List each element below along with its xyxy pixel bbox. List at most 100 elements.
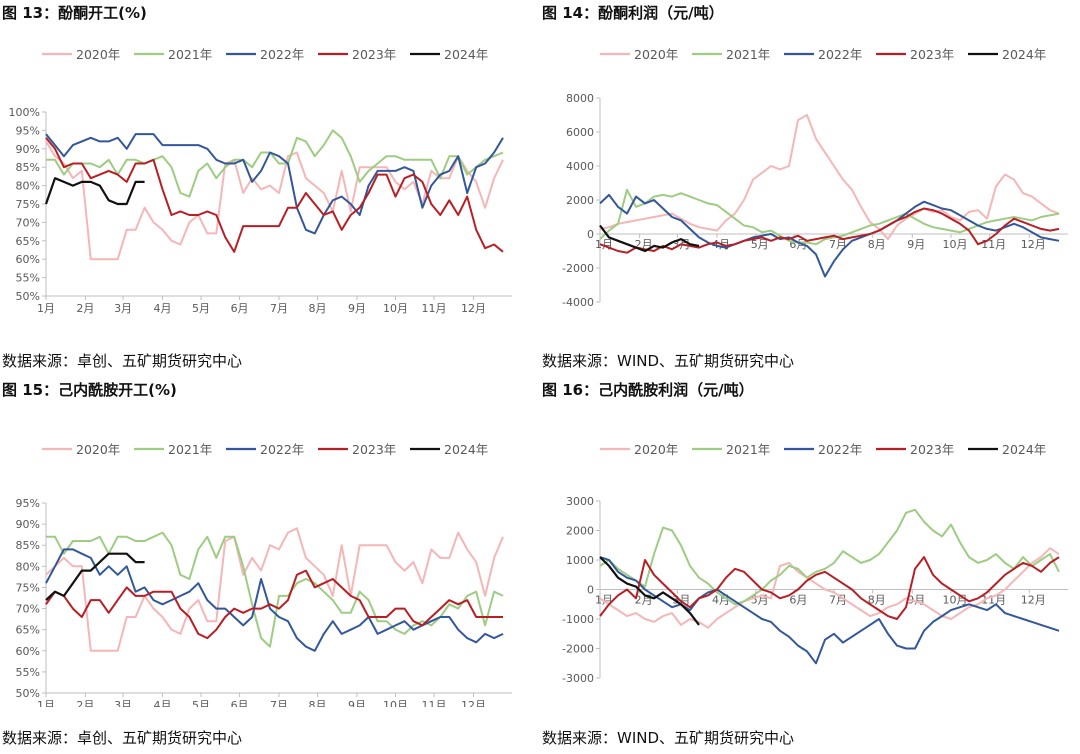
legend-label: 2022年 [818, 442, 862, 457]
x-tick-label: 4月 [154, 699, 172, 707]
y-tick-label: 65% [16, 235, 40, 248]
x-tick-label: 10月 [383, 699, 408, 707]
x-tick-label: 8月 [309, 302, 327, 315]
series-line-2021年 [46, 531, 504, 648]
x-tick-label: 4月 [154, 302, 172, 315]
y-tick-label: 0 [587, 228, 594, 241]
x-tick-label: 9月 [348, 302, 366, 315]
panel-caprolactam-profit: 图 16：己内酰胺利润（元/吨） 2020年 2021年 2022年 2023年 202… [540, 377, 1080, 754]
y-tick-label: 6000 [566, 126, 594, 139]
legend-label: 2022年 [260, 442, 304, 457]
chart-caprolactam-operating-rate: 2020年 2021年 2022年 2023年 2024年 50% 55% 60% 65% 70%… [16, 442, 512, 707]
y-tick-label: -2000 [562, 262, 594, 275]
x-tick-label: 2月 [76, 302, 94, 315]
x-tick-label: 12月 [461, 302, 486, 315]
y-tick-label: 85% [16, 161, 40, 174]
x-tick-label: 3月 [114, 302, 132, 315]
legend-label: 2024年 [444, 47, 488, 62]
legend-label: 2021年 [168, 47, 212, 62]
x-tick-label: 1月 [37, 699, 55, 707]
x-tick-label: 9月 [348, 699, 366, 707]
panel-source: 数据来源：卓创、五矿期货研究中心 [2, 352, 243, 370]
series-line-2022年 [45, 133, 504, 235]
series-line-2022年 [599, 193, 1060, 278]
x-tick-label: 11月 [981, 594, 1006, 607]
x-tick-label: 11月 [981, 238, 1006, 251]
x-tick-label: 4月 [712, 594, 730, 607]
y-tick-label: 95% [16, 124, 40, 137]
x-tick-label: 1月 [37, 302, 55, 315]
y-tick-label: 70% [16, 216, 40, 229]
legend-label: 2023年 [352, 442, 396, 457]
legend-label: 2020年 [634, 442, 678, 457]
legend-label: 2023年 [910, 442, 954, 457]
panel-title: 图 14：酚酮利润（元/吨） [542, 4, 724, 22]
series-line-2021年 [599, 188, 1060, 246]
y-tick-label: 8000 [566, 92, 594, 105]
y-tick-label: 60% [16, 645, 40, 658]
y-tick-label: 95% [16, 497, 40, 510]
legend: 2020年 2021年 2022年 2023年 2024年 [42, 47, 488, 62]
y-tick-label: 55% [16, 272, 40, 285]
legend: 2020年 2021年 2022年 2023年 2024年 [42, 442, 488, 457]
y-tick-label: 80% [16, 560, 40, 573]
series-line-2021年 [599, 508, 1060, 606]
series-line-2023年 [599, 207, 1060, 254]
x-tick-label: 8月 [309, 699, 327, 707]
panel-caprolactam-operating-rate: 图 15：己内酰胺开工(%) 2020年 2021年 2022年 2023年 2024年… [0, 377, 540, 754]
y-tick-label: -4000 [562, 296, 594, 309]
y-tick-label: -1000 [562, 613, 594, 626]
legend: 2020年 2021年 2022年 2023年 2024年 [600, 47, 1046, 62]
y-tick-label: 1000 [566, 554, 594, 567]
legend-label: 2024年 [1002, 442, 1046, 457]
y-tick-label: 65% [16, 624, 40, 637]
panel-source: 数据来源：卓创、五矿期货研究中心 [2, 729, 243, 747]
x-tick-label: 7月 [270, 302, 288, 315]
legend-label: 2020年 [634, 47, 678, 62]
y-tick-label: 2000 [566, 525, 594, 538]
legend-label: 2023年 [352, 47, 396, 62]
chart-phenol-acetone-profit: 2020年 2021年 2022年 2023年 2024年 -4000 -2000 0 2000… [562, 47, 1068, 309]
legend-label: 2021年 [168, 442, 212, 457]
y-tick-label: -2000 [562, 643, 594, 656]
series-line-2020年 [599, 114, 1060, 241]
x-tick-label: 10月 [943, 238, 968, 251]
x-tick-label: 10月 [383, 302, 408, 315]
series-line-2020年 [45, 140, 504, 261]
panel-phenol-acetone-operating-rate: 图 13：酚酮开工(%) 2020年 2021年 2022年 2023年 2024年 50… [0, 0, 540, 377]
panel-title: 图 15：己内酰胺开工(%) [2, 381, 177, 399]
x-tick-label: 6月 [231, 302, 249, 315]
legend-label: 2024年 [444, 442, 488, 457]
legend-label: 2020年 [76, 442, 120, 457]
x-tick-label: 7月 [829, 238, 847, 251]
x-tick-label: 5月 [192, 699, 210, 707]
legend-label: 2024年 [1002, 47, 1046, 62]
y-tick-label: 70% [16, 603, 40, 616]
y-tick-label: 55% [16, 666, 40, 679]
panel-source: 数据来源：WIND、五矿期货研究中心 [542, 729, 795, 747]
legend-label: 2022年 [260, 47, 304, 62]
series-line-2020年 [599, 547, 1060, 629]
panel-phenol-acetone-profit: 图 14：酚酮利润（元/吨） 2020年 2021年 2022年 2023年 2024年… [540, 0, 1080, 377]
y-tick-label: 75% [16, 581, 40, 594]
legend-label: 2023年 [910, 47, 954, 62]
x-tick-label: 3月 [114, 699, 132, 707]
x-tick-label: 12月 [461, 699, 486, 707]
x-tick-label: 11月 [422, 302, 447, 315]
x-tick-label: 5月 [192, 302, 210, 315]
x-tick-label: 5月 [751, 238, 769, 251]
x-tick-label: 7月 [829, 594, 847, 607]
x-tick-label: 10月 [943, 594, 968, 607]
series-line-2024年 [599, 224, 700, 253]
y-tick-label: 80% [16, 180, 40, 193]
series-line-2021年 [46, 129, 504, 198]
y-tick-label: 50% [16, 687, 40, 700]
series-line-2024年 [599, 556, 700, 626]
chart-caprolactam-profit: 2020年 2021年 2022年 2023年 2024年 -3000 -2000 -1000… [562, 442, 1068, 685]
series-line-2024年 [44, 177, 145, 206]
panel-source: 数据来源：WIND、五矿期货研究中心 [542, 352, 795, 370]
x-tick-label: 12月 [1021, 238, 1046, 251]
y-tick-label: 90% [16, 518, 40, 531]
x-tick-label: 12月 [1021, 594, 1046, 607]
x-tick-label: 8月 [868, 594, 886, 607]
